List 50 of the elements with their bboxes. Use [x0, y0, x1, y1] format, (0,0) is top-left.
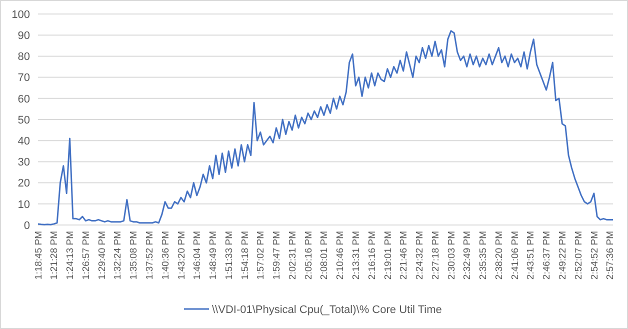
- x-tick-label: 2:35:35 PM: [478, 230, 490, 280]
- x-tick-label: 2:30:03 PM: [446, 230, 458, 280]
- x-tick-label: 2:32:49 PM: [462, 230, 474, 280]
- x-tick-label: 2:16:16 PM: [366, 230, 378, 280]
- x-tick-label: 2:05:16 PM: [303, 230, 314, 280]
- x-tick-label: 1:21:28 PM: [49, 230, 60, 280]
- x-tick-label: 2:10:46 PM: [335, 230, 346, 280]
- y-tick-label: 40: [18, 135, 30, 148]
- x-tick-label: 2:19:01 PM: [382, 230, 394, 280]
- x-tick-label: 2:54:52 PM: [589, 230, 600, 280]
- x-tick-label: 2:46:37 PM: [542, 230, 553, 280]
- x-tick-label: 2:08:01 PM: [319, 230, 330, 280]
- y-tick-label: 50: [18, 114, 30, 126]
- x-tick-label: 2:43:51 PM: [526, 230, 537, 280]
- x-tick-label: 2:24:32 PM: [414, 230, 426, 280]
- legend-label: \\VDI-01\Physical Cpu(_Total)\% Core Util Time: [212, 304, 442, 316]
- x-tick-label: 1:18:45 PM: [33, 230, 44, 280]
- y-tick-label: 10: [18, 198, 30, 211]
- y-tick-label: 100: [12, 8, 30, 21]
- x-tick-label: 1:26:57 PM: [80, 230, 92, 280]
- x-tick-label: 2:02:31 PM: [287, 230, 298, 280]
- x-tick-label: 1:40:36 PM: [160, 230, 172, 280]
- x-tick-label: 2:38:20 PM: [494, 230, 505, 280]
- x-tick-label: 2:41:06 PM: [510, 230, 521, 280]
- y-tick-label: 70: [18, 72, 30, 84]
- x-tick-label: 1:46:04 PM: [192, 230, 204, 280]
- x-tick-label: 1:43:20 PM: [176, 230, 188, 280]
- x-tick-label: 1:35:08 PM: [128, 230, 140, 280]
- y-tick-label: 20: [18, 178, 30, 190]
- x-tick-label: 1:59:47 PM: [272, 230, 283, 280]
- x-tick-label: 1:29:40 PM: [96, 230, 108, 280]
- x-tick-label: 1:54:18 PM: [240, 230, 251, 280]
- x-tick-label: 1:48:49 PM: [208, 230, 220, 280]
- x-tick-label: 2:52:07 PM: [573, 230, 584, 280]
- y-tick-label: 0: [24, 220, 30, 232]
- y-tick-label: 80: [18, 51, 30, 64]
- x-tick-label: 2:49:22 PM: [557, 230, 568, 280]
- x-tick-label: 2:21:46 PM: [398, 230, 410, 280]
- y-tick-label: 60: [18, 93, 30, 106]
- x-tick-label: 1:24:13 PM: [65, 230, 76, 280]
- line-series: [37, 30, 614, 226]
- x-tick-label: 1:32:24 PM: [112, 230, 124, 280]
- x-tick-label: 1:57:02 PM: [256, 230, 267, 280]
- x-tick-label: 2:57:36 PM: [605, 230, 616, 280]
- x-tick-label: 1:51:33 PM: [224, 230, 235, 280]
- y-tick-label: 90: [18, 30, 30, 42]
- x-tick-label: 2:27:18 PM: [430, 230, 442, 280]
- x-tick-label: 2:13:31 PM: [351, 230, 362, 280]
- x-tick-label: 1:37:52 PM: [144, 230, 156, 280]
- y-tick-label: 30: [18, 156, 30, 169]
